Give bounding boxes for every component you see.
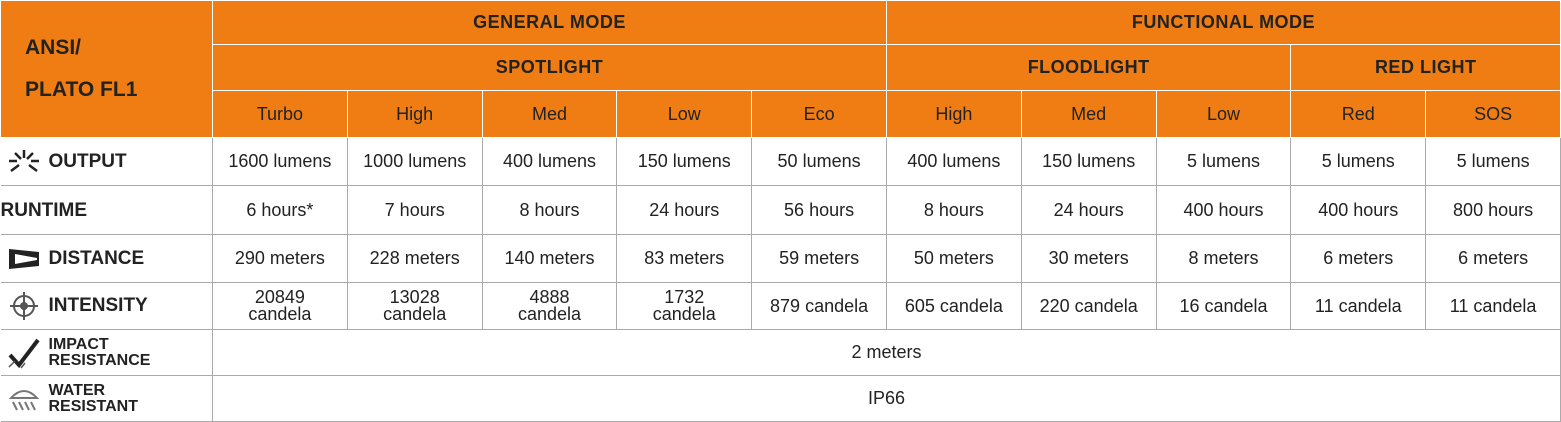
level-header: SOS xyxy=(1425,90,1561,138)
label-line: IMPACT xyxy=(48,335,109,353)
data-cell: 8 hours xyxy=(885,185,1022,235)
data-cell: 228 meters xyxy=(346,234,483,283)
data-cell: 140 meters xyxy=(481,234,618,283)
data-cell: 400 lumens xyxy=(885,137,1022,186)
data-cell: 20849 candela xyxy=(212,282,348,330)
row-label: IMPACT RESISTANCE xyxy=(0,329,213,376)
level-header: Med xyxy=(1020,90,1157,138)
data-cell: 50 meters xyxy=(885,234,1022,283)
data-row: RUNTIME 6 hours* 7 hours 8 hours 24 hours 56 … xyxy=(0,185,1561,235)
level-header: Red xyxy=(1290,90,1427,138)
group-header: SPOTLIGHT xyxy=(212,44,887,91)
data-cell: 11 candela xyxy=(1425,282,1561,330)
data-row: WATER RESISTANT IP66 xyxy=(0,375,1561,422)
level-header: Turbo xyxy=(212,90,348,138)
data-cell: 11 candela xyxy=(1290,282,1427,330)
data-cell: 879 candela xyxy=(751,282,887,330)
label-box: WATER RESISTANT xyxy=(48,381,138,415)
mode-header: GENERAL MODE xyxy=(212,0,887,45)
data-cell: 6 hours* xyxy=(212,185,348,235)
data-cell: 1732 candela xyxy=(616,282,753,330)
data-cell: 290 meters xyxy=(212,234,348,283)
data-cell: 5 lumens xyxy=(1425,137,1561,186)
data-cell: 83 meters xyxy=(616,234,753,283)
row-icon xyxy=(9,292,38,320)
label-line: DISTANCE xyxy=(48,247,145,269)
data-cell: 56 hours xyxy=(751,185,887,235)
data-cell: 400 lumens xyxy=(481,137,618,186)
data-cell: 605 candela xyxy=(885,282,1022,330)
data-cell: 800 hours xyxy=(1425,185,1561,235)
data-cell: 13028 candela xyxy=(346,282,483,330)
data-cell: 1600 lumens xyxy=(212,137,348,186)
level-header: Low xyxy=(1155,90,1292,138)
data-cell: 59 meters xyxy=(751,234,887,283)
label-line: RESISTANT xyxy=(48,397,138,415)
row-icon xyxy=(8,248,39,269)
data-cell: 24 hours xyxy=(1020,185,1157,235)
label-line: OUTPUT xyxy=(48,150,127,172)
data-cell: 400 hours xyxy=(1155,185,1292,235)
table-body: OUTPUT 1600 lumens 1000 lumens 400 lumens 15… xyxy=(0,137,1561,422)
data-cell: 1000 lumens xyxy=(346,137,483,186)
data-row: IMPACT RESISTANCE 2 meters xyxy=(0,329,1561,376)
level-header: Eco xyxy=(751,90,887,138)
level-header: Med xyxy=(481,90,618,138)
label-line: RESISTANCE xyxy=(48,351,151,369)
row-label: INTENSITY xyxy=(0,282,213,330)
row-label: RUNTIME xyxy=(0,185,213,235)
data-cell: 30 meters xyxy=(1020,234,1157,283)
group-header: FLOODLIGHT xyxy=(885,44,1292,91)
data-cell: 7 hours xyxy=(346,185,483,235)
corner-cell: ANSI/PLATO FL1 xyxy=(0,0,213,138)
row-icon xyxy=(8,149,39,172)
corner-line: PLATO FL1 xyxy=(25,78,138,101)
data-cell: IP66 xyxy=(212,375,1561,422)
data-cell: 5 lumens xyxy=(1155,137,1292,186)
row-label: OUTPUT xyxy=(0,137,213,186)
data-row: INTENSITY 20849 candela 13028 candela 4888 … xyxy=(0,282,1561,330)
data-row: OUTPUT 1600 lumens 1000 lumens 400 lumens 15… xyxy=(0,137,1561,186)
level-header: Low xyxy=(616,90,753,138)
data-cell: 2 meters xyxy=(212,329,1561,376)
data-cell: 5 lumens xyxy=(1290,137,1427,186)
label-line: RUNTIME xyxy=(0,199,88,221)
data-cell: 220 candela xyxy=(1020,282,1157,330)
row-icon xyxy=(7,338,40,368)
mode-header: FUNCTIONAL MODE xyxy=(885,0,1561,45)
group-row: SPOTLIGHT FLOODLIGHT RED LIGHT xyxy=(1,44,1561,91)
data-cell: 6 meters xyxy=(1290,234,1427,283)
data-cell: 150 lumens xyxy=(616,137,753,186)
corner-line: ANSI/ xyxy=(25,36,82,59)
data-cell: 8 meters xyxy=(1155,234,1292,283)
label-line: WATER xyxy=(48,381,106,399)
label-box: IMPACT RESISTANCE xyxy=(48,335,151,369)
level-row: Turbo High Med Low Eco High Med Low Red SOS xyxy=(1,90,1561,138)
data-cell: 150 lumens xyxy=(1020,137,1157,186)
data-cell: 50 lumens xyxy=(751,137,887,186)
level-header: High xyxy=(885,90,1022,138)
row-label: DISTANCE xyxy=(0,234,213,283)
row-label: WATER RESISTANT xyxy=(0,375,213,422)
row-icon xyxy=(8,389,39,410)
data-cell: 24 hours xyxy=(616,185,753,235)
data-cell: 400 hours xyxy=(1290,185,1427,235)
data-cell: 16 candela xyxy=(1155,282,1292,330)
label-line: INTENSITY xyxy=(48,295,148,317)
data-cell: 8 hours xyxy=(481,185,618,235)
level-header: High xyxy=(346,90,483,138)
group-header: RED LIGHT xyxy=(1290,44,1561,91)
mode-row: ANSI/PLATO FL1 GENERAL MODE FUNCTIONAL M… xyxy=(0,0,1561,138)
data-row: DISTANCE 290 meters 228 meters 140 meters 83… xyxy=(0,234,1561,283)
data-cell: 4888 candela xyxy=(481,282,618,330)
data-cell: 6 meters xyxy=(1425,234,1561,283)
